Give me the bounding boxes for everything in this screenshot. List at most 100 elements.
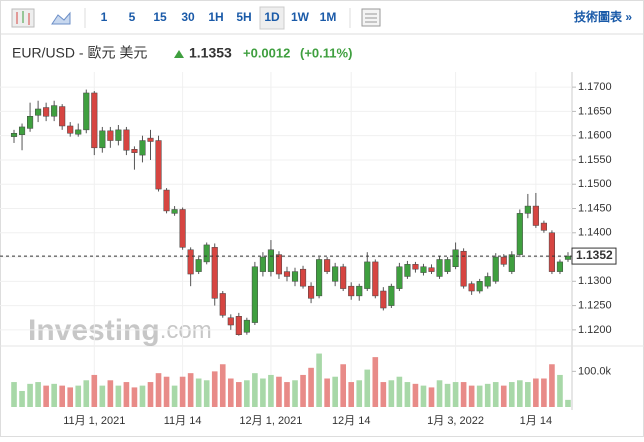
candle-body [548,232,555,272]
candle-body [243,319,250,333]
interval-button[interactable]: 1W [291,10,310,24]
y-tick-label: 1.1400 [578,227,612,239]
volume-bar [484,383,491,407]
volume-bar [500,385,507,407]
candle-body [171,209,178,214]
volume-bar [260,378,266,407]
candle-body [51,105,58,117]
candle-body [283,271,291,277]
candle-body [540,222,547,231]
candle-body [219,293,226,316]
volume-bar [75,385,82,407]
interval-button[interactable]: 1H [208,10,223,24]
candle-body [179,209,186,248]
volume-bar [83,380,90,407]
volume-bar [244,380,250,407]
watermark: Investing.com [28,314,212,347]
volume-bar [268,374,274,407]
volume-bar [155,373,162,407]
candle-body [155,140,162,190]
candle-icon[interactable] [11,8,35,28]
candle-body [163,189,170,212]
candle-body [27,116,34,129]
volume-bar [340,364,346,407]
volume-bar [115,385,122,407]
volume-bar [525,382,531,407]
volume-bar [492,382,499,407]
volume-bar [19,390,25,407]
volume-bar [99,385,106,407]
interval-button[interactable]: 30 [181,10,195,24]
interval-button[interactable]: 5 [129,10,136,24]
candle-body [556,261,564,272]
watermark-suffix: .com [160,317,212,344]
volume-bar [227,378,234,407]
volume-bar [107,380,114,407]
x-tick-label: 12月 14 [332,415,371,427]
volume-bar [476,385,483,407]
candle-body [412,264,419,270]
volume-bar [123,382,130,407]
volume-bar [236,382,242,407]
candle-body [107,130,114,141]
interval-button[interactable]: 5H [236,10,251,24]
y-tick-label: 1.1700 [578,81,612,93]
candle-body [139,140,146,156]
volume-bar [284,382,290,407]
volume-bar [147,382,154,407]
candle-body [332,266,339,282]
interval-button[interactable]: 1 [101,10,108,24]
interval-button[interactable]: 1D [264,10,280,24]
volume-bar [195,378,202,407]
technical-chart-link[interactable]: 技術圖表 » [574,9,632,24]
volume-bar [364,369,371,407]
candle-body [396,266,403,289]
volume-bar [35,382,41,407]
candle-body [35,108,42,116]
candle-body [123,129,130,151]
up-arrow [174,50,184,58]
volume-bar [460,382,467,407]
volume-bar [292,380,298,407]
volume-bar [27,383,33,407]
candle-body [99,130,106,149]
y-tick-label: 1.1550 [578,154,612,166]
candle-body [460,250,467,287]
volume-bar [332,376,338,407]
candle-body [444,259,451,272]
volume-tick-label: 100.0k [578,365,612,377]
candle-body [508,254,515,272]
indicator-icon[interactable] [361,8,381,27]
volume-bar [59,385,65,407]
candle-body [235,316,242,335]
candle-body [452,249,459,268]
volume-bar [300,374,306,407]
volume-bar [565,399,571,407]
candle-body [91,92,98,149]
last-price-box [571,247,617,265]
candle-body [380,290,387,309]
candle-body [356,285,363,297]
candle-body [532,205,539,226]
candle-body [67,125,74,134]
interval-button[interactable]: 1M [320,10,337,24]
x-tick-label: 11月 1, 2021 [63,415,125,427]
volume-bar [356,380,363,407]
area-icon[interactable] [51,11,71,25]
x-tick-label: 11月 14 [164,415,202,427]
volume-bar [179,376,186,407]
volume-bar [308,367,314,407]
candle-body [476,281,483,292]
candle-body [420,266,427,273]
volume-bar [549,364,555,407]
interval-button[interactable]: 15 [153,10,167,24]
volume-bar [420,385,427,407]
volume-bar [203,380,210,407]
volume-bar [91,374,98,407]
y-tick-label: 1.1500 [578,178,612,190]
symbol: EUR/USD - 歐元 美元 [12,45,147,61]
candle-body [195,259,202,272]
volume-bar [372,357,379,407]
